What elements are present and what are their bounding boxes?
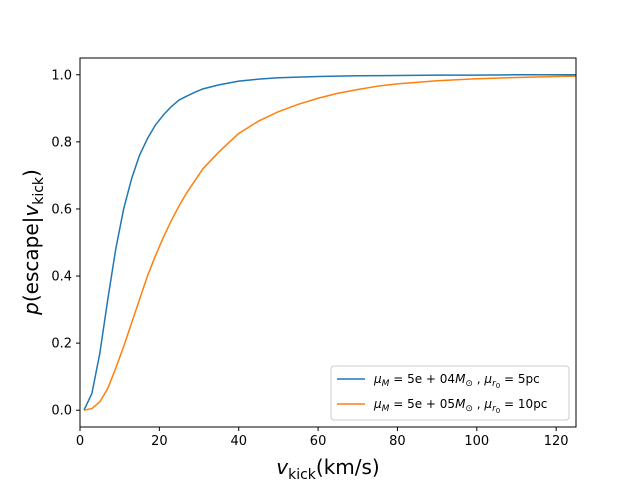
legend-label-series-2: μM = 5e + 05M⊙ , μr0 = 10pc bbox=[373, 397, 547, 415]
x-tick-label: 120 bbox=[544, 434, 569, 449]
x-tick-label: 100 bbox=[464, 434, 489, 449]
y-tick-label: 0.2 bbox=[51, 337, 72, 352]
y-axis-label: p(escape|vkick) bbox=[19, 169, 47, 316]
y-tick-label: 0.8 bbox=[51, 135, 72, 150]
x-tick-label: 0 bbox=[76, 434, 84, 449]
legend: μM = 5e + 04M⊙ , μr0 = 5pc μM = 5e + 05M… bbox=[330, 365, 570, 421]
x-axis-label-main: v bbox=[276, 455, 289, 479]
y-tick-label: 1.0 bbox=[51, 68, 72, 83]
plot-frame bbox=[79, 57, 577, 428]
legend-box bbox=[330, 365, 570, 421]
series-line-2 bbox=[83, 75, 576, 411]
y-axis-label-main: p bbox=[19, 302, 43, 316]
x-tick-label: 80 bbox=[389, 434, 406, 449]
x-tick-label: 20 bbox=[151, 434, 168, 449]
y-axis-label-v: v bbox=[19, 204, 43, 217]
y-axis-label-pre: (escape| bbox=[19, 217, 43, 303]
y-tick-label: 0.6 bbox=[51, 202, 72, 217]
y-tick-label: 0.4 bbox=[51, 270, 72, 285]
x-axis-label: vkick(km/s) bbox=[276, 455, 379, 480]
y-axis-label-sub: kick bbox=[31, 176, 47, 205]
y-axis-ticks: 0.0 0.2 0.4 0.6 0.8 1.0 bbox=[51, 68, 80, 419]
series-line-1 bbox=[83, 74, 576, 411]
y-axis-label-post: ) bbox=[19, 169, 43, 177]
x-axis-label-sub: kick bbox=[288, 467, 317, 480]
x-axis-ticks: 0 20 40 60 80 100 120 bbox=[76, 427, 569, 449]
plot-lines bbox=[83, 74, 576, 411]
x-tick-label: 60 bbox=[310, 434, 327, 449]
legend-label-series-1: μM = 5e + 04M⊙ , μr0 = 5pc bbox=[373, 372, 540, 390]
x-axis-label-unit: (km/s) bbox=[316, 455, 380, 479]
y-tick-label: 0.0 bbox=[51, 404, 72, 419]
x-tick-label: 40 bbox=[230, 434, 247, 449]
